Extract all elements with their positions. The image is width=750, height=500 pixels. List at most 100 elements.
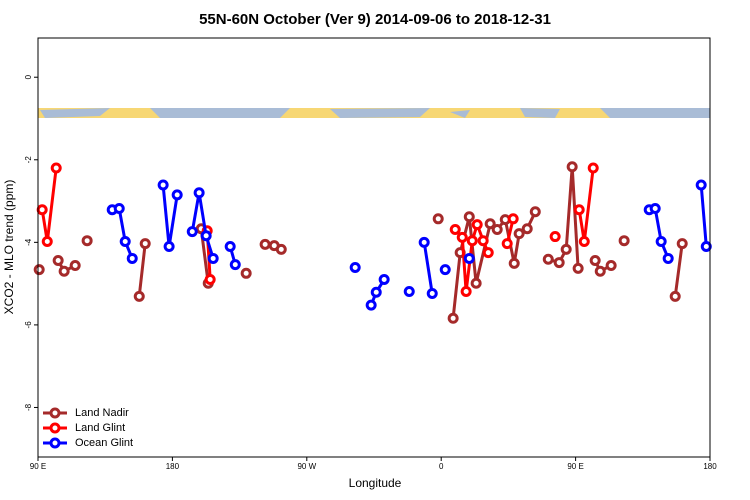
x-tick-label: 180: [166, 462, 180, 471]
data-point: [58, 265, 70, 277]
data-point: [229, 259, 241, 271]
data-point: [507, 213, 519, 225]
data-point: [36, 204, 48, 216]
data-point: [439, 264, 451, 276]
x-tick-label: 90 W: [297, 462, 316, 471]
legend-marker: [49, 422, 61, 434]
data-point: [700, 240, 712, 252]
legend: Land Nadir Land Glint Ocean Glint: [43, 407, 133, 449]
data-point: [449, 224, 461, 236]
data-point: [52, 255, 64, 267]
data-point: [662, 252, 674, 264]
data-point: [163, 240, 175, 252]
ocean-strip: [40, 108, 710, 118]
data-point: [171, 189, 183, 201]
y-tick-label: -2: [24, 156, 33, 164]
data-point: [403, 285, 415, 297]
x-tick-label: 180: [703, 462, 717, 471]
data-point: [426, 288, 438, 300]
data-point: [471, 219, 483, 231]
map-strip: [38, 108, 710, 118]
data-point: [81, 235, 93, 247]
y-tick-label: -4: [24, 238, 33, 246]
legend-label: Land Nadir: [75, 407, 129, 419]
data-point: [649, 202, 661, 214]
data-point: [477, 235, 489, 247]
y-tick-label: 0: [24, 74, 33, 79]
data-point: [482, 247, 494, 259]
x-axis-label: Longitude: [349, 476, 402, 490]
data-point: [378, 273, 390, 285]
data-point: [447, 312, 459, 324]
data-point: [572, 262, 584, 274]
data-point: [560, 243, 572, 255]
data-point: [119, 236, 131, 248]
x-tick-label: 90 E: [567, 462, 583, 471]
data-point: [463, 252, 475, 264]
data-point: [618, 235, 630, 247]
data-point: [508, 257, 520, 269]
data-point: [418, 236, 430, 248]
data-point: [463, 211, 475, 223]
data-point: [370, 286, 382, 298]
legend-label: Land Glint: [75, 422, 125, 434]
x-tick-label: 90 E: [30, 462, 46, 471]
data-point: [589, 255, 601, 267]
data-point: [587, 162, 599, 174]
data-point: [33, 264, 45, 276]
data-point: [529, 206, 541, 218]
y-axis-label: XCO2 - MLO trend (ppm): [2, 180, 16, 315]
y-tick-label: -8: [24, 403, 33, 411]
data-point: [157, 179, 169, 191]
legend-marker: [49, 437, 61, 449]
data-point: [605, 259, 617, 271]
data-point: [573, 204, 585, 216]
data-point: [259, 238, 271, 250]
data-point: [470, 277, 482, 289]
data-point: [549, 231, 561, 243]
data-point: [275, 243, 287, 255]
data-point: [349, 262, 361, 274]
data-point: [69, 259, 81, 271]
data-point: [365, 299, 377, 311]
data-point: [113, 202, 125, 214]
data-point: [566, 161, 578, 173]
chart-title: 55N-60N October (Ver 9) 2014-09-06 to 20…: [199, 11, 551, 28]
x-tick-label: 0: [439, 462, 444, 471]
data-point: [669, 290, 681, 302]
data-point: [50, 162, 62, 174]
data-point: [456, 231, 468, 243]
plot-frame: [37, 37, 711, 458]
data-point: [204, 273, 216, 285]
data-point: [542, 253, 554, 265]
data-point: [695, 179, 707, 191]
data-point: [432, 213, 444, 225]
legend-marker: [49, 407, 61, 419]
data-point: [594, 265, 606, 277]
data-point: [224, 240, 236, 252]
data-point: [513, 228, 525, 240]
data-point: [200, 230, 212, 242]
data-point: [207, 252, 219, 264]
data-point: [655, 236, 667, 248]
data-point: [466, 235, 478, 247]
data-point: [676, 238, 688, 250]
data-point: [133, 290, 145, 302]
data-point: [240, 267, 252, 279]
data-point: [578, 236, 590, 248]
y-tick-label: -6: [24, 321, 33, 329]
data-point: [484, 218, 496, 230]
data-point: [553, 257, 565, 269]
data-point: [126, 252, 138, 264]
legend-label: Ocean Glint: [75, 437, 133, 449]
data-point: [521, 223, 533, 235]
data-point: [193, 187, 205, 199]
data-point: [491, 224, 503, 236]
data-point: [501, 238, 513, 250]
data-point: [139, 238, 151, 250]
data-point: [460, 285, 472, 297]
data-point: [41, 236, 53, 248]
data-point: [186, 226, 198, 238]
